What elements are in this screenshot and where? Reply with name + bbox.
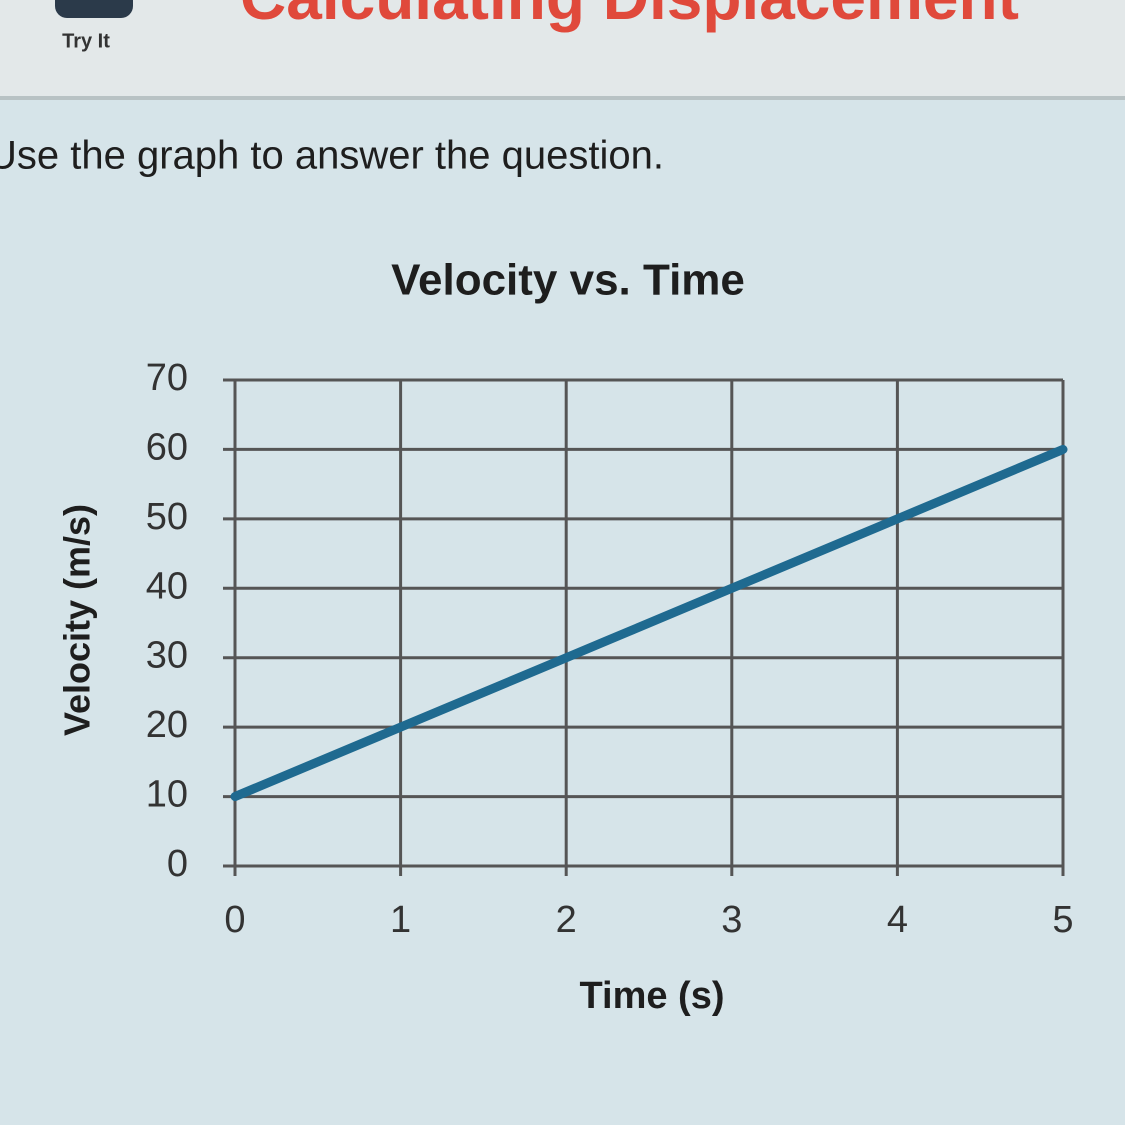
y-tick-label: 30 <box>146 635 188 677</box>
x-tick-label: 5 <box>1052 899 1073 941</box>
x-axis-label: Time (s) <box>579 975 724 1017</box>
y-tick-label: 0 <box>167 843 188 885</box>
data-line <box>230 444 1068 802</box>
y-tick-label: 50 <box>146 496 188 538</box>
x-tick-label: 4 <box>887 899 908 941</box>
y-tick-label: 20 <box>146 704 188 746</box>
try-it-label[interactable]: Try It <box>62 30 110 52</box>
x-tick-label: 2 <box>556 899 577 941</box>
try-it-icon[interactable] <box>55 0 133 18</box>
instruction: Use the graph to answer the question. <box>0 134 664 178</box>
y-tick-label: 70 <box>146 357 188 399</box>
y-tick-label: 40 <box>146 565 188 607</box>
y-tick-label: 10 <box>146 774 188 816</box>
x-tick-label: 1 <box>390 899 411 941</box>
x-tick-label: 3 <box>721 899 742 941</box>
chart-title: Velocity vs. Time <box>391 256 745 305</box>
page-title: Calculating Displacement <box>240 0 1019 33</box>
x-tick-label: 0 <box>224 899 245 941</box>
y-axis-label: Velocity (m/s) <box>57 504 98 736</box>
header-bar <box>0 0 1125 98</box>
y-tick-label: 60 <box>146 426 188 468</box>
